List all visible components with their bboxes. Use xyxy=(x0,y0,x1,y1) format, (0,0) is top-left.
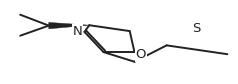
Text: O: O xyxy=(136,48,146,61)
Text: N: N xyxy=(73,25,83,38)
Polygon shape xyxy=(49,22,89,29)
Text: S: S xyxy=(192,22,201,35)
